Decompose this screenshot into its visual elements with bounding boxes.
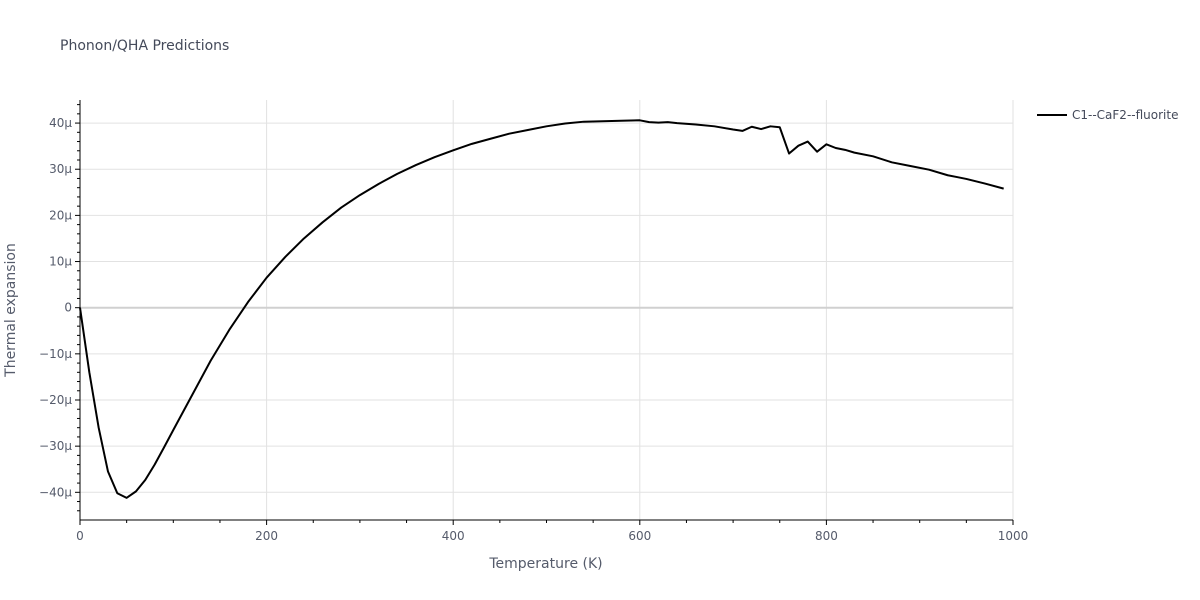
x-tick-label: 600 (628, 529, 651, 543)
x-tick-label: 800 (815, 529, 838, 543)
y-tick-label: −30μ (39, 439, 72, 453)
y-tick-label: 10μ (49, 255, 72, 269)
y-axis-title: Thermal expansion (3, 243, 19, 378)
legend[interactable]: C1--CaF2--fluorite (1037, 108, 1178, 122)
x-tick-label: 200 (255, 529, 278, 543)
y-tick-label: 30μ (49, 162, 72, 176)
y-tick-label: 40μ (49, 116, 72, 130)
x-axis-title: Temperature (K) (488, 556, 602, 572)
y-tick-label: −20μ (39, 393, 72, 407)
series-layer (79, 119, 1004, 499)
grid (80, 100, 1014, 520)
chart-title: Phonon/QHA Predictions (60, 38, 229, 54)
x-tick-label: 1000 (998, 529, 1029, 543)
x-tick-label: 400 (442, 529, 465, 543)
y-tick-label: 0 (64, 301, 72, 315)
axes: 0 200 400 600 800 1000 40μ 30μ 20μ 10μ 0 −10μ −20μ −3… (39, 100, 1028, 543)
y-tick-label: −10μ (39, 347, 72, 361)
x-tick-label: 0 (76, 529, 84, 543)
series-line (79, 119, 1004, 499)
y-tick-label: −40μ (39, 485, 72, 499)
y-tick-label: 20μ (49, 208, 72, 222)
legend-label: C1--CaF2--fluorite (1072, 108, 1178, 122)
